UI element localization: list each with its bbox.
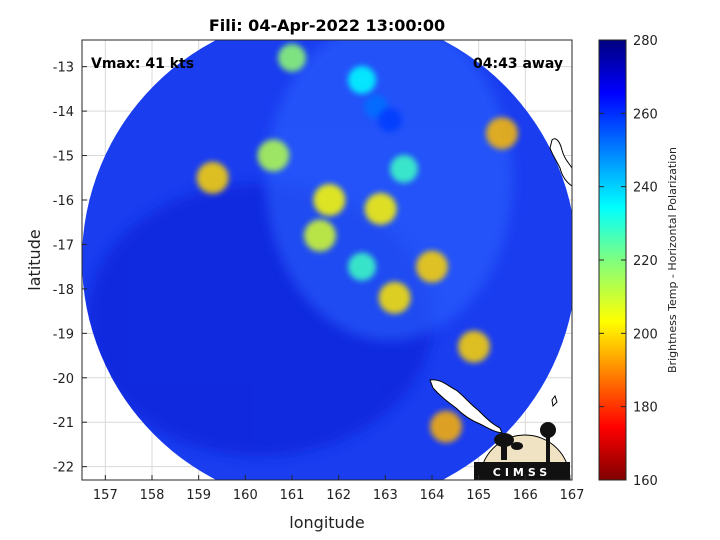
brightness-feature bbox=[378, 281, 411, 314]
y-tick-label: -18 bbox=[53, 283, 74, 298]
vmax-annotation: Vmax: 41 kts bbox=[91, 56, 194, 72]
brightness-feature bbox=[196, 161, 229, 194]
vanuatu-coastline bbox=[549, 138, 572, 187]
x-tick-label: 166 bbox=[513, 488, 538, 503]
y-axis-label: latitude bbox=[25, 229, 44, 290]
time-away-annotation: 04:43 away bbox=[473, 56, 563, 72]
swath-features bbox=[196, 43, 518, 443]
x-tick-label: 158 bbox=[140, 488, 165, 503]
x-tick-label: 157 bbox=[93, 488, 118, 503]
y-tick-label: -14 bbox=[53, 105, 74, 120]
y-tick-label: -20 bbox=[53, 372, 74, 387]
y-tick-label: -22 bbox=[53, 461, 74, 476]
new-caledonia-coastline bbox=[429, 379, 503, 434]
y-axis-ticks: -13 -14 -15 -16 -17 -18 -19 -20 -21 -22 bbox=[53, 61, 87, 476]
brightness-feature bbox=[390, 154, 418, 183]
brightness-feature bbox=[313, 184, 346, 216]
brightness-feature bbox=[257, 139, 290, 172]
brightness-feature bbox=[458, 330, 490, 363]
x-tick-label: 161 bbox=[280, 488, 305, 503]
brightness-feature bbox=[378, 108, 402, 132]
cimss-logo: CIMSS bbox=[474, 422, 571, 481]
colorbar-tick-label: 160 bbox=[633, 474, 658, 489]
brightness-feature bbox=[416, 250, 448, 283]
swath bbox=[82, 40, 572, 480]
swath-shading bbox=[86, 40, 514, 457]
colorbar-tick-label: 260 bbox=[633, 107, 658, 122]
y-tick-label: -15 bbox=[53, 150, 74, 165]
colorbar: 280 260 240 220 200 180 160 Brightness Temp - … bbox=[598, 34, 679, 489]
y-tick-label: -17 bbox=[53, 238, 74, 253]
colorbar-tick-label: 180 bbox=[633, 401, 658, 416]
x-tick-label: 159 bbox=[186, 488, 211, 503]
colorbar-tick-label: 220 bbox=[633, 254, 658, 269]
brightness-feature bbox=[348, 66, 376, 94]
x-axis-ticks: 157 158 159 160 161 162 163 164 165 166 167 bbox=[93, 475, 584, 503]
y-tick-label: -13 bbox=[53, 61, 74, 76]
colorbar-tick-label: 200 bbox=[633, 327, 658, 342]
brightness-feature bbox=[304, 219, 336, 252]
x-tick-label: 163 bbox=[373, 488, 398, 503]
x-tick-label: 165 bbox=[466, 488, 491, 503]
brightness-feature bbox=[348, 252, 376, 281]
x-tick-label: 164 bbox=[420, 488, 445, 503]
y-tick-label: -21 bbox=[53, 416, 74, 431]
x-tick-label: 162 bbox=[326, 488, 351, 503]
chart-title: Fili: 04-Apr-2022 13:00:00 bbox=[209, 16, 445, 35]
colorbar-tick-label: 240 bbox=[633, 181, 658, 196]
colorbar-label: Brightness Temp - Horizontal Polarizatio… bbox=[666, 147, 679, 373]
x-tick-label: 160 bbox=[233, 488, 258, 503]
cimss-logo-text: CIMSS bbox=[493, 466, 551, 479]
brightness-feature bbox=[278, 43, 306, 72]
colorbar-tick-label: 280 bbox=[633, 34, 658, 49]
brightness-feature bbox=[364, 192, 397, 225]
colorbar-ticks: 280 260 240 220 200 180 160 bbox=[599, 34, 658, 489]
x-tick-label: 167 bbox=[560, 488, 585, 503]
x-axis-label: longitude bbox=[289, 513, 364, 532]
loyalty-island-coastline bbox=[551, 394, 558, 408]
swath-warm-region bbox=[265, 40, 514, 341]
brightness-feature bbox=[430, 410, 462, 443]
y-tick-label: -19 bbox=[53, 327, 74, 342]
brightness-feature bbox=[486, 117, 518, 150]
y-tick-label: -16 bbox=[53, 194, 74, 209]
